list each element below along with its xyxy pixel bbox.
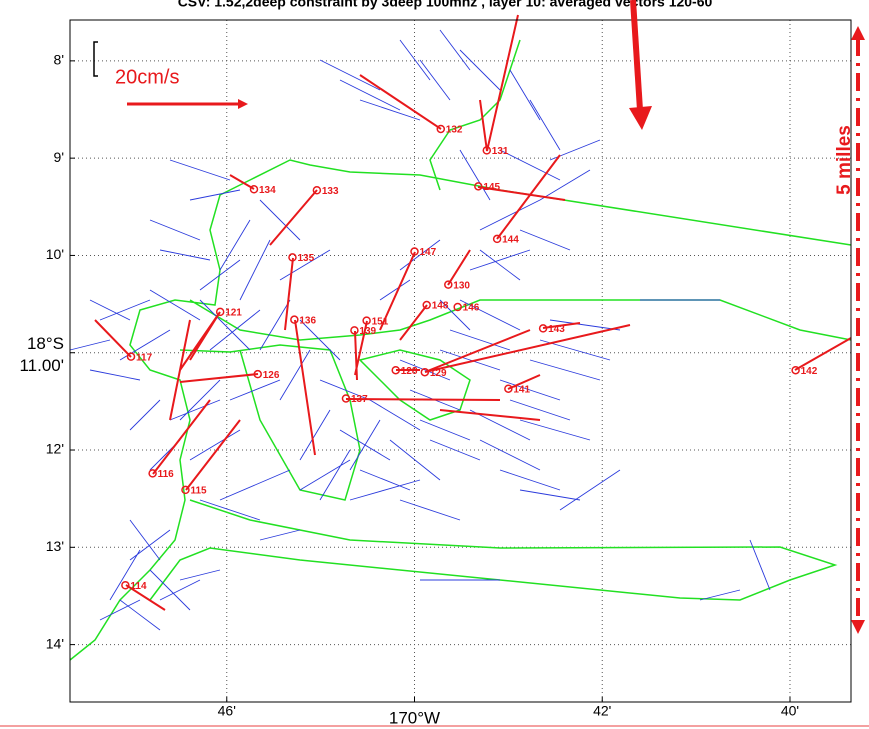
ship-track	[69, 39, 852, 661]
station-label: 148	[432, 301, 449, 312]
station-marker	[436, 124, 446, 134]
station-label: 116	[158, 469, 175, 480]
station-marker	[121, 581, 130, 590]
stations: 132 131 134 133 145 144 147 135 130 148 146 143 136 1…	[121, 124, 818, 592]
y-tick-label: 14'	[46, 635, 64, 651]
station-marker	[410, 247, 419, 256]
chart-title: CSV: 1.52,2deep constraint by 3deep 100m…	[178, 0, 713, 10]
station-label: 136	[299, 315, 316, 326]
station-marker	[422, 300, 431, 310]
station-label: 134	[259, 185, 276, 196]
y-tick-prefix: 18°S	[27, 334, 64, 353]
station-marker	[148, 469, 157, 478]
station-label: 144	[502, 235, 519, 246]
station-label: 135	[297, 253, 314, 264]
station-marker	[482, 146, 492, 155]
station-marker	[492, 234, 502, 244]
y-tick-label: 11.00'	[19, 356, 64, 375]
station-label: 132	[446, 125, 463, 136]
station-marker	[249, 185, 259, 194]
north-arrow-head	[629, 106, 652, 130]
station-marker	[474, 182, 483, 191]
station-label: 145	[483, 182, 500, 193]
station-label: 114	[130, 581, 147, 592]
station-marker	[362, 316, 371, 325]
scale-arrow-head	[238, 99, 248, 109]
station-marker	[791, 365, 800, 375]
station-label: 151	[372, 316, 389, 327]
station-label: 133	[322, 186, 339, 197]
station-label: 139	[359, 326, 376, 337]
station-label: 126	[263, 370, 280, 381]
station-label: 130	[453, 280, 470, 291]
station-marker	[420, 367, 430, 377]
current-vectors	[69, 29, 771, 631]
station-marker	[253, 369, 262, 379]
station-label: 117	[136, 352, 153, 363]
x-tick-label: 40'	[781, 703, 799, 719]
station-label: 146	[463, 303, 480, 314]
station-marker	[391, 365, 400, 375]
station-marker	[538, 324, 548, 333]
plot-frame	[69, 19, 852, 703]
station-label: 115	[190, 486, 207, 497]
station-label: 137	[351, 394, 368, 405]
y-tick-label: 9'	[54, 149, 64, 165]
y-tick-label: 8'	[54, 52, 64, 68]
station-vectors	[94, 14, 852, 611]
y-tick-label: 13'	[46, 538, 64, 554]
station-label: 141	[513, 384, 530, 395]
station-marker	[290, 315, 299, 324]
scale-bracket	[93, 41, 98, 77]
station-marker	[350, 326, 359, 335]
station-marker	[215, 307, 225, 317]
station-marker	[126, 352, 136, 361]
station-label: 128	[401, 366, 418, 377]
scale-label: 20cm/s	[115, 66, 179, 88]
station-marker	[312, 186, 322, 195]
station-label: 143	[548, 324, 565, 335]
station-marker	[453, 302, 462, 312]
station-label: 131	[492, 146, 509, 157]
y-tick-label: 10'	[46, 246, 64, 262]
station-marker	[288, 253, 297, 262]
north-arrow	[630, 0, 643, 111]
grid	[70, 20, 851, 702]
x-tick-label: 42'	[593, 703, 611, 719]
axes: 46' 170°W 42' 40' 8' 9' 10' 18°S 11.00' 12' 13' 14'	[19, 52, 799, 728]
station-label: 142	[801, 366, 818, 377]
station-label: 121	[225, 308, 242, 319]
station-marker	[504, 384, 513, 393]
x-tick-label: 46'	[218, 703, 236, 719]
distance-label: 5 milles	[834, 125, 855, 195]
station-label: 129	[430, 368, 447, 379]
station-label: 147	[420, 247, 437, 258]
x-tick-label: 170°W	[389, 708, 440, 727]
y-tick-label: 12'	[46, 441, 64, 457]
station-marker	[444, 280, 453, 289]
station-marker	[341, 394, 351, 403]
station-marker	[181, 485, 190, 495]
